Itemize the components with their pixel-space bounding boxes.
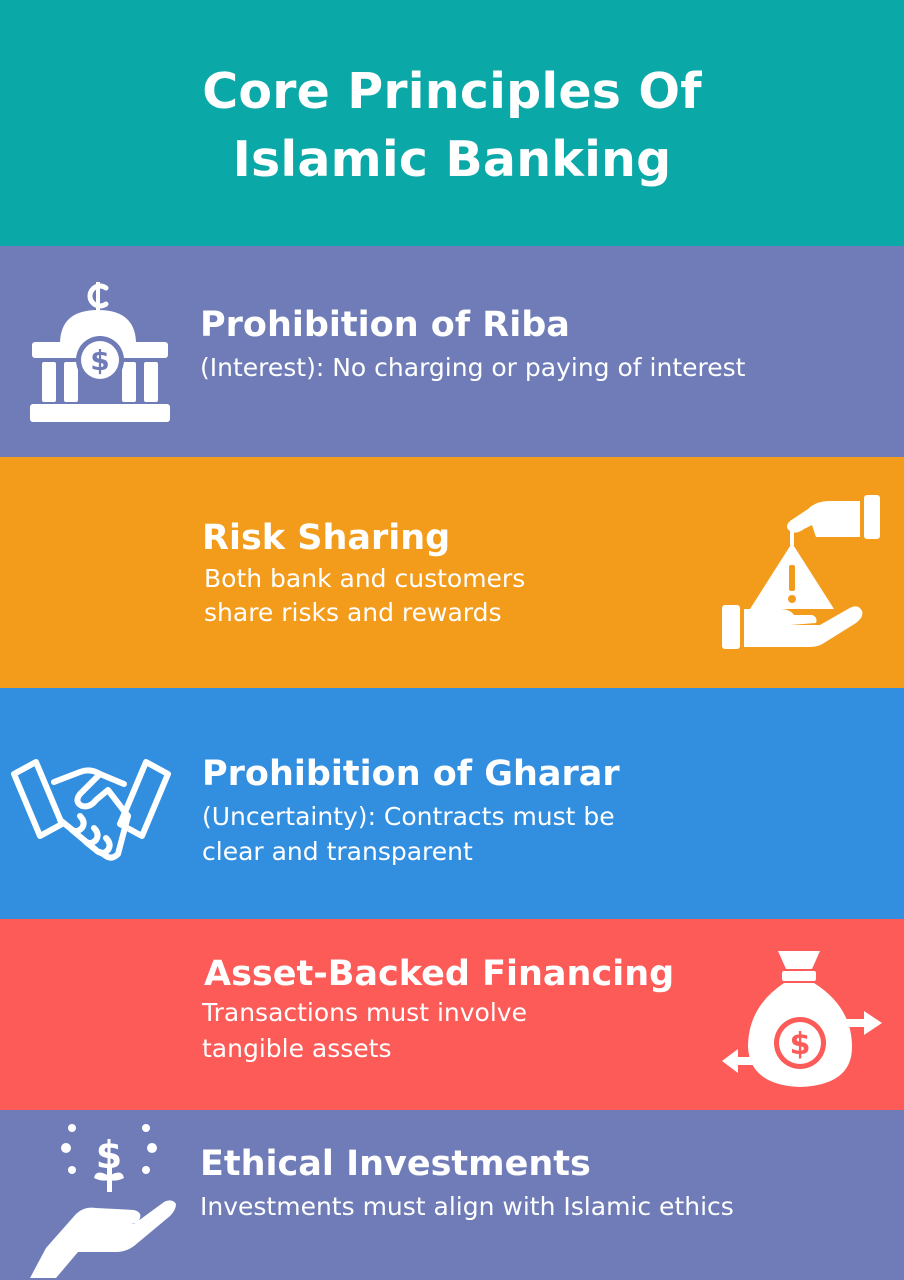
principle-risk-sharing: Risk Sharing Both bank and customers sha…	[0, 457, 904, 688]
principle-heading: Risk Sharing	[202, 518, 451, 558]
principle-riba: $ Prohibition of Riba (Interest): No cha…	[0, 246, 904, 457]
money-bag-arrows-icon: $	[722, 951, 882, 1087]
principle-description-line-2: share risks and rewards	[204, 598, 502, 627]
handshake-icon	[11, 759, 171, 861]
header-band: Core Principles Of Islamic Banking	[0, 0, 904, 246]
svg-text:$: $	[96, 1133, 122, 1177]
title-line-2: Islamic Banking	[232, 131, 672, 188]
bank-dollar-icon: $	[30, 282, 170, 422]
principle-description-line-1: Both bank and customers	[204, 564, 526, 593]
principle-description-line-1: (Uncertainty): Contracts must be	[202, 802, 615, 831]
page-title: Core Principles Of Islamic Banking	[0, 58, 904, 194]
principle-asset-backed: Asset-Backed Financing Transactions must…	[0, 919, 904, 1110]
principle-gharar: Prohibition of Gharar (Uncertainty): Con…	[0, 688, 904, 919]
svg-text:$: $	[90, 344, 109, 377]
principle-heading: Prohibition of Gharar	[202, 754, 620, 794]
principle-description-line-2: clear and transparent	[202, 837, 473, 866]
principle-description-line-1: Transactions must involve	[202, 998, 527, 1027]
principle-description: (Interest): No charging or paying of int…	[200, 353, 746, 382]
principle-heading: Asset-Backed Financing	[204, 954, 675, 994]
hand-risk-icon	[722, 495, 880, 649]
svg-text:$: $	[790, 1027, 811, 1062]
principle-heading: Ethical Investments	[200, 1144, 591, 1184]
hand-dollar-plant-icon: $	[30, 1124, 176, 1278]
title-line-1: Core Principles Of	[202, 63, 702, 120]
principle-description-line-2: tangible assets	[202, 1034, 392, 1063]
principle-ethical-investments: $ Ethical Investments Investments must a…	[0, 1110, 904, 1280]
principle-heading: Prohibition of Riba	[200, 305, 570, 345]
principle-description: Investments must align with Islamic ethi…	[200, 1192, 734, 1221]
